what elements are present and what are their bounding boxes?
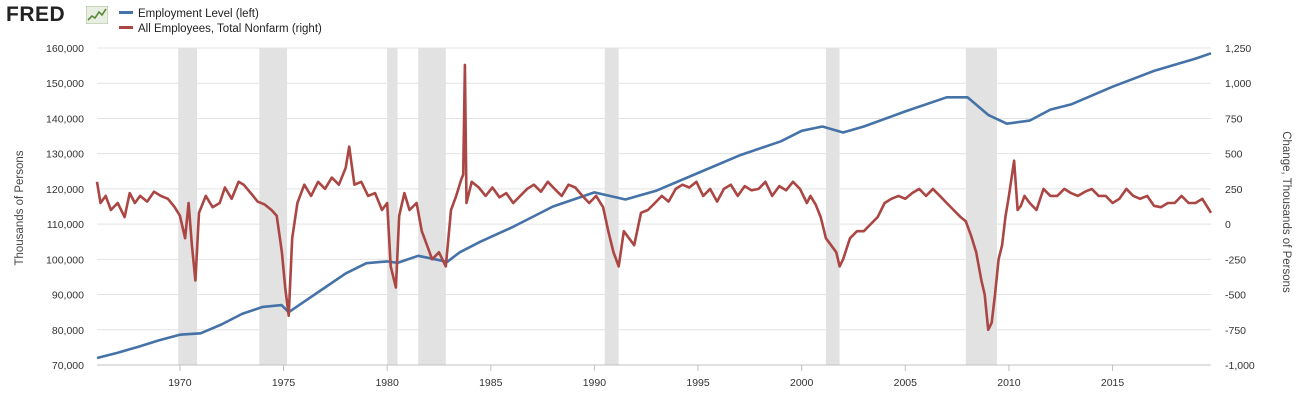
legend-swatch-blue	[119, 11, 133, 15]
x-axis-ticks: 1970 1975 1980 1985 1990 1995 2000 2005 2010 2015	[168, 365, 1124, 389]
recession-band	[259, 48, 288, 365]
right-tick-label: -250	[1225, 254, 1246, 266]
x-tick-label: 1985	[479, 377, 503, 389]
x-tick-label: 1990	[583, 377, 607, 389]
recession-band	[825, 48, 840, 365]
fred-logo: FRED	[6, 3, 66, 26]
left-tick-label: 100,000	[46, 254, 84, 266]
right-axis-title: Change, Thousands of Persons	[1280, 131, 1292, 293]
left-tick-label: 160,000	[46, 43, 84, 55]
x-tick-label: 1975	[272, 377, 296, 389]
left-tick-label: 130,000	[46, 149, 84, 161]
legend-item-employment-level[interactable]: Employment Level (left)	[119, 7, 259, 21]
legend-swatch-red	[119, 26, 133, 30]
right-tick-label: -1,000	[1225, 360, 1255, 372]
left-tick-label: 80,000	[52, 325, 84, 337]
chart-line-icon	[86, 6, 108, 24]
left-tick-label: 140,000	[46, 113, 84, 125]
left-axis-ticks: 70,000 80,000 90,000 100,000 110,000 120,000 1…	[46, 43, 84, 372]
right-axis-ticks: -1,000 -750 -500 -250 0 250 500 750 1,000 1,250	[1225, 43, 1255, 372]
left-tick-label: 70,000	[52, 360, 84, 372]
x-tick-label: 2015	[1101, 377, 1125, 389]
left-tick-label: 150,000	[46, 78, 84, 90]
right-tick-label: 500	[1225, 149, 1243, 161]
legend-label: Employment Level (left)	[138, 8, 259, 20]
recession-bands	[178, 48, 997, 365]
left-tick-label: 110,000	[47, 219, 84, 231]
x-tick-label: 2010	[997, 377, 1021, 389]
chart-header: FRED Employment Level (left) All Employe…	[0, 0, 1301, 40]
x-tick-label: 1980	[375, 377, 399, 389]
gridlines	[97, 47, 1211, 331]
legend-item-nonfarm[interactable]: All Employees, Total Nonfarm (right)	[119, 22, 322, 36]
nonfarm-series	[95, 63, 1213, 332]
left-tick-label: 90,000	[52, 290, 84, 302]
nonfarm-change-line	[95, 63, 1213, 332]
x-tick-label: 2005	[894, 377, 918, 389]
right-tick-label: -500	[1225, 290, 1246, 302]
right-tick-label: -750	[1225, 325, 1246, 337]
recession-band	[418, 48, 446, 365]
recession-band	[604, 48, 619, 365]
employment-level-series	[96, 52, 1212, 360]
recession-band	[387, 48, 398, 365]
employment-level-line	[96, 52, 1212, 360]
x-tick-label: 2000	[790, 377, 814, 389]
right-tick-label: 750	[1225, 113, 1243, 125]
right-tick-label: 1,000	[1225, 78, 1251, 90]
legend-label: All Employees, Total Nonfarm (right)	[138, 23, 322, 35]
left-axis-title: Thousands of Persons	[14, 150, 26, 265]
right-tick-label: 250	[1225, 184, 1243, 196]
left-tick-label: 120,000	[46, 184, 84, 196]
right-tick-label: 0	[1225, 219, 1231, 231]
x-tick-label: 1970	[168, 377, 192, 389]
x-tick-label: 1995	[686, 377, 710, 389]
right-tick-label: 1,250	[1225, 43, 1251, 55]
